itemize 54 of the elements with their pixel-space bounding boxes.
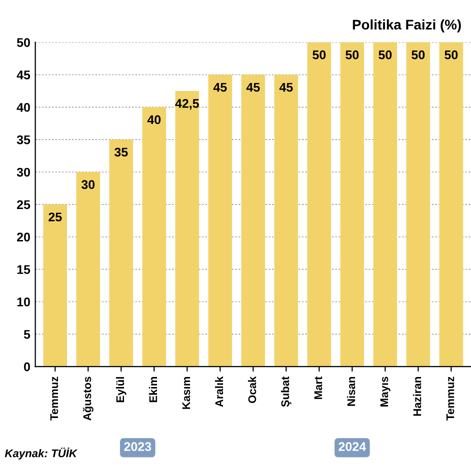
- x-tick-label: Ekim: [148, 377, 158, 402]
- data-label: 45: [246, 82, 260, 92]
- y-tick-label: 35: [16, 135, 30, 144]
- y-tick-label: 0: [24, 362, 30, 372]
- x-tick-label: Temmuz: [50, 376, 58, 420]
- data-label: 50: [412, 50, 425, 60]
- x-tick-label: Şubat: [280, 376, 292, 407]
- y-tick-label: 10: [17, 298, 30, 306]
- y-tick-label: 5: [24, 330, 30, 339]
- bar: [307, 42, 332, 367]
- y-tick-label: 25: [16, 200, 30, 210]
- data-label: 50: [346, 50, 359, 60]
- y-tick-label: 20: [16, 232, 30, 242]
- x-tick-label: Kasım: [182, 377, 190, 409]
- y-tick-label: 30: [16, 168, 30, 177]
- bar: [109, 140, 134, 367]
- bar: [439, 42, 464, 367]
- data-label: 50: [378, 50, 392, 60]
- y-tick-label: 40: [16, 102, 30, 112]
- x-tick-label: Eylül: [116, 377, 126, 402]
- bar: [43, 204, 68, 367]
- x-tick-label: Ocak: [248, 376, 256, 404]
- x-tick-label: Ağustos: [82, 376, 94, 420]
- data-label: 30: [81, 180, 95, 189]
- data-label: 45: [213, 82, 227, 92]
- data-label: 40: [147, 115, 161, 124]
- chart-title: Politika Faizi (%): [352, 19, 461, 32]
- data-label: 45: [279, 82, 293, 92]
- bar: [241, 74, 266, 367]
- bar: [142, 107, 166, 367]
- x-tick-label: Nisan: [347, 377, 356, 406]
- bar: [208, 74, 232, 367]
- y-tick-label: 15: [17, 265, 30, 274]
- y-tick-label: 45: [16, 70, 30, 80]
- x-tick-label: Aralık: [214, 376, 224, 407]
- bar: [373, 42, 398, 367]
- y-tick-label: 50: [16, 38, 30, 47]
- data-label: 25: [48, 212, 62, 222]
- data-label: 42,5: [175, 99, 199, 110]
- bar: [406, 42, 430, 367]
- x-tick-label: Temmuz: [446, 376, 454, 420]
- text: Kaynak: TÜİK: [4, 448, 78, 460]
- data-label: 35: [114, 148, 128, 157]
- text: 2023: [124, 442, 152, 452]
- bar: [76, 172, 100, 367]
- data-label: 50: [312, 50, 326, 60]
- x-tick-label: Mart: [314, 376, 322, 400]
- data-label: 50: [444, 50, 458, 60]
- bar: [175, 90, 200, 367]
- x-tick-label: Mayıs: [380, 376, 390, 406]
- text: 2024: [338, 442, 366, 452]
- bar: [274, 74, 298, 367]
- bar: [340, 42, 364, 367]
- x-tick-label: Haziran: [413, 377, 422, 416]
